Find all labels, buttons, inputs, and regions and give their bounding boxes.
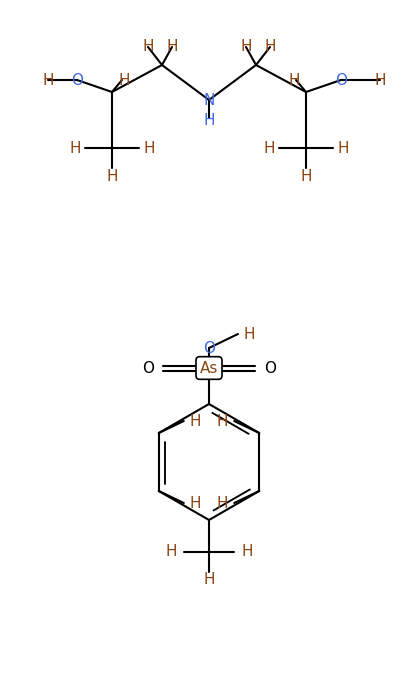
Text: N: N — [203, 92, 215, 108]
Text: H: H — [374, 72, 386, 87]
Text: H: H — [143, 140, 155, 155]
Text: O: O — [203, 341, 215, 355]
Text: H: H — [288, 72, 300, 87]
Text: H: H — [166, 38, 178, 53]
Text: H: H — [337, 140, 349, 155]
Text: H: H — [264, 140, 275, 155]
Text: O: O — [264, 360, 276, 375]
Text: H: H — [70, 140, 81, 155]
Text: H: H — [241, 545, 253, 559]
Text: H: H — [190, 496, 201, 511]
Text: As: As — [200, 360, 218, 375]
Text: H: H — [240, 38, 252, 53]
Text: O: O — [142, 360, 154, 375]
Text: H: H — [118, 72, 130, 87]
Text: H: H — [203, 571, 215, 586]
Text: H: H — [300, 169, 312, 184]
Text: H: H — [203, 112, 215, 128]
Text: O: O — [335, 72, 347, 87]
Text: O: O — [71, 72, 83, 87]
Text: H: H — [190, 414, 201, 428]
Text: H: H — [243, 326, 254, 341]
Text: H: H — [42, 72, 54, 87]
Text: H: H — [217, 414, 228, 428]
Text: H: H — [217, 496, 228, 511]
Text: H: H — [106, 169, 118, 184]
Text: H: H — [166, 545, 177, 559]
Text: H: H — [142, 38, 154, 53]
Text: H: H — [264, 38, 276, 53]
